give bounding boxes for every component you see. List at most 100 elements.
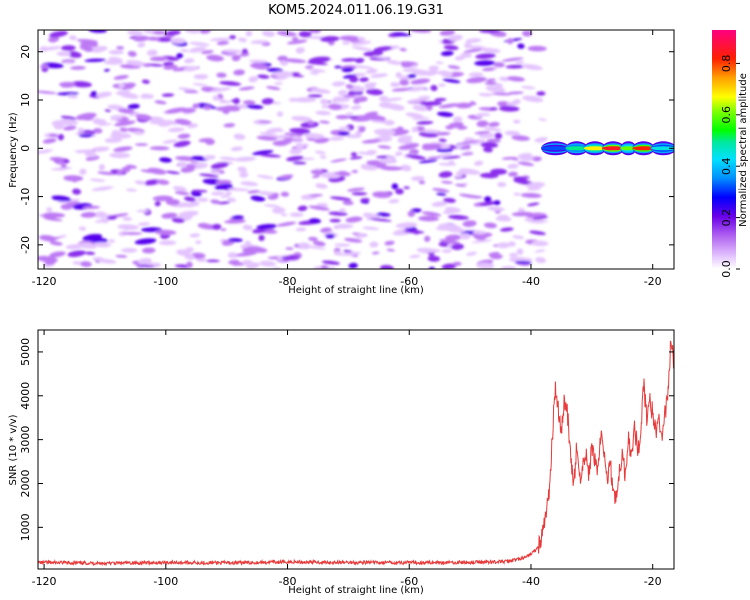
- heatmap-cell: [504, 130, 521, 136]
- heatmap-cell: [206, 54, 225, 62]
- heatmap-cell: [149, 120, 167, 125]
- heatmap-signal-cell: [583, 146, 607, 151]
- heatmap-cell: [256, 223, 277, 230]
- heatmap-cell: [499, 105, 520, 112]
- x-tick-label: -100: [153, 575, 178, 588]
- heatmap-cell: [55, 160, 66, 165]
- heatmap-cell: [224, 219, 246, 224]
- heatmap-cell: [210, 162, 229, 169]
- heatmap-cell: [163, 64, 178, 70]
- heatmap-cell: [201, 50, 214, 55]
- heatmap-cell: [135, 114, 152, 121]
- heatmap-cell: [295, 227, 307, 232]
- heatmap-cell: [401, 61, 413, 68]
- heatmap-cell: [303, 133, 325, 139]
- heatmap-cell: [366, 68, 378, 74]
- heatmap-cell: [395, 222, 418, 229]
- heatmap-cell: [152, 195, 173, 202]
- heatmap-cell: [498, 76, 510, 82]
- heatmap-cell: [146, 36, 161, 41]
- heatmap-cell: [259, 132, 277, 137]
- heatmap-cell: [42, 138, 57, 144]
- heatmap-cell: [445, 206, 461, 213]
- heatmap-cell: [513, 192, 521, 196]
- heatmap-cell: [210, 87, 232, 93]
- heatmap-cell: [122, 217, 132, 221]
- heatmap-cell: [228, 259, 240, 265]
- heatmap-cell: [427, 156, 442, 160]
- heatmap-cell: [189, 233, 201, 238]
- heatmap-cell: [341, 67, 354, 73]
- heatmap-cell: [329, 218, 341, 223]
- heatmap-cell: [97, 258, 117, 264]
- heatmap-cell: [309, 193, 323, 197]
- heatmap-cell: [443, 45, 459, 51]
- heatmap-cell: [80, 261, 92, 267]
- heatmap-cell: [314, 150, 326, 155]
- heatmap-cell: [117, 224, 139, 230]
- heatmap-cell: [436, 147, 453, 153]
- heatmap-cell: [134, 238, 157, 245]
- heatmap-cell: [174, 191, 190, 196]
- heatmap-cell: [538, 118, 547, 122]
- heatmap-cell: [476, 120, 489, 128]
- heatmap-cell: [174, 118, 192, 126]
- heatmap-cell: [409, 254, 421, 259]
- heatmap-cell: [250, 40, 269, 44]
- heatmap-cell: [522, 95, 544, 103]
- heatmap-cell: [349, 76, 359, 83]
- heatmap-cell: [297, 205, 308, 212]
- heatmap-cell: [154, 201, 161, 207]
- heatmap-cell: [119, 127, 128, 132]
- heatmap-cell: [439, 239, 461, 245]
- heatmap-cell: [436, 192, 447, 196]
- heatmap-cell: [148, 63, 163, 67]
- heatmap-cell: [183, 58, 195, 64]
- heatmap-cell: [230, 146, 243, 152]
- heatmap-cell: [184, 196, 196, 202]
- heatmap-cell: [185, 261, 193, 268]
- heatmap-cell: [535, 257, 546, 264]
- heatmap-cell: [137, 42, 146, 48]
- heatmap-cell: [432, 188, 450, 193]
- snr-frame: [37, 329, 675, 570]
- heatmap-cell: [266, 86, 281, 90]
- heatmap-cell: [362, 212, 377, 219]
- snr-x-axis-label: Height of straight line (km): [288, 585, 424, 596]
- heatmap-cell: [245, 30, 253, 37]
- heatmap-cell: [418, 131, 439, 138]
- heatmap-cell: [158, 240, 177, 246]
- heatmap-cell: [509, 252, 518, 257]
- heatmap-panel: -120 -100 -80 -60 -40 -20 20 10 0 -10 -20 Height …: [8, 29, 675, 296]
- heatmap-cell: [103, 60, 124, 65]
- heatmap-cell: [410, 78, 431, 85]
- heatmap-cell: [475, 53, 496, 60]
- heatmap-cell: [483, 127, 502, 132]
- y-tick-label: 1000: [19, 513, 32, 541]
- heatmap-cell: [72, 261, 83, 265]
- heatmap-cell: [496, 214, 509, 221]
- heatmap-cell: [353, 98, 361, 104]
- heatmap-cell: [338, 208, 346, 213]
- heatmap-cell: [363, 50, 384, 57]
- heatmap-cell: [180, 48, 189, 53]
- heatmap-cell: [117, 108, 135, 114]
- x-tick-label: -80: [279, 575, 297, 588]
- heatmap-cell: [412, 104, 428, 112]
- colorbar-gradient: [712, 30, 736, 269]
- heatmap-cell: [60, 45, 76, 51]
- heatmap-cell: [488, 121, 500, 127]
- heatmap-cell: [79, 41, 97, 47]
- heatmap-cell: [239, 53, 250, 57]
- heatmap-cell: [116, 169, 123, 176]
- heatmap-cell: [315, 183, 328, 189]
- heatmap-cell: [400, 164, 412, 172]
- heatmap-cell: [358, 126, 366, 133]
- heatmap-cell: [370, 73, 388, 78]
- y-tick-label: -20: [19, 236, 32, 254]
- x-tick-label: -120: [32, 575, 57, 588]
- heatmap-cell: [286, 39, 308, 45]
- heatmap-cell: [391, 183, 399, 190]
- heatmap-cell: [427, 255, 441, 262]
- heatmap-cell: [471, 239, 493, 244]
